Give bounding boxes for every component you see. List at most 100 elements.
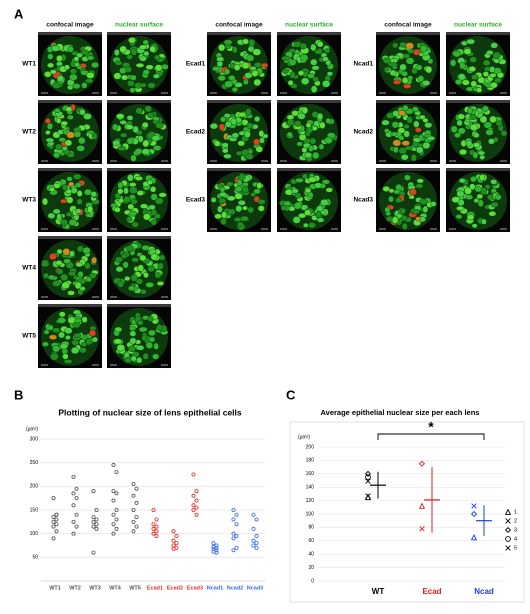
nucleus — [147, 112, 154, 119]
nucleus — [141, 121, 149, 129]
data-point — [231, 507, 236, 512]
nucleus — [66, 176, 73, 182]
nucleus — [82, 246, 91, 255]
microscopy-image — [376, 100, 440, 164]
x-tick-label: Ncad3 — [247, 585, 264, 591]
y-tick-label: 160 — [306, 471, 315, 477]
y-tick-label: 250 — [30, 460, 39, 466]
nucleus — [479, 154, 486, 160]
nucleus — [139, 82, 147, 88]
nucleus — [405, 42, 415, 50]
nucleus — [479, 173, 485, 182]
nucleus — [392, 110, 400, 117]
data-point — [131, 519, 136, 524]
x-tick-label: WT5 — [129, 585, 141, 591]
microscopy-image — [107, 168, 171, 232]
nucleus — [139, 254, 147, 262]
nucleus — [471, 223, 478, 229]
microscopy-image — [277, 100, 341, 164]
nucleus — [161, 63, 169, 70]
data-point — [151, 522, 156, 527]
nucleus — [91, 132, 98, 140]
data-point — [254, 545, 259, 550]
nucleus — [154, 54, 161, 61]
data-point — [111, 463, 116, 468]
data-point — [194, 489, 199, 494]
nucleus — [392, 79, 402, 85]
nucleus — [45, 130, 51, 135]
nucleus — [459, 148, 468, 156]
data-point — [154, 529, 159, 534]
nucleus — [421, 80, 431, 87]
nucleus — [489, 115, 497, 124]
nucleus — [136, 190, 145, 196]
x-tick-label: Ecad2 — [167, 585, 183, 591]
row-label: Ncad3 — [353, 197, 373, 204]
nucleus — [286, 131, 293, 138]
nucleus — [489, 66, 496, 73]
legend-label: 1 — [514, 509, 517, 515]
x-tick-label: WT1 — [49, 585, 61, 591]
nucleus — [490, 179, 498, 185]
nucleus — [157, 262, 164, 270]
nucleus — [114, 60, 123, 66]
nucleus — [300, 77, 310, 85]
microscopy-image — [107, 236, 171, 300]
nucleus — [465, 140, 473, 147]
image-header-bar — [376, 168, 440, 171]
data-point — [111, 531, 116, 536]
nucleus — [219, 186, 226, 193]
nucleus — [315, 211, 322, 218]
nucleus — [494, 194, 502, 201]
nucleus — [220, 116, 227, 123]
nucleus — [226, 208, 236, 216]
nucleus — [400, 208, 406, 214]
data-point — [71, 519, 76, 524]
nucleus — [56, 248, 63, 255]
nucleus — [148, 204, 156, 211]
data-point — [134, 515, 139, 520]
nucleus — [221, 211, 228, 219]
data-point — [134, 524, 139, 529]
microscopy-image — [446, 168, 510, 232]
nucleus — [308, 144, 314, 152]
data-point — [131, 529, 136, 534]
image-header-bar — [376, 32, 440, 35]
nucleus — [470, 176, 477, 183]
nucleus — [116, 344, 126, 352]
nucleus — [127, 345, 136, 352]
image-header-bar — [107, 304, 171, 307]
nucleus — [112, 123, 119, 131]
data-point — [131, 493, 136, 498]
nucleus — [314, 49, 323, 55]
nucleus — [412, 208, 420, 215]
data-point — [234, 545, 239, 550]
nucleus — [409, 188, 417, 196]
nucleus — [294, 192, 302, 199]
nucleus — [143, 272, 149, 279]
nucleus — [238, 173, 246, 181]
nucleus — [78, 136, 86, 145]
nucleus — [242, 205, 248, 211]
y-tick-label: 20 — [308, 565, 314, 571]
microscopy-image — [107, 100, 171, 164]
nucleus — [476, 193, 484, 200]
nucleus — [151, 135, 161, 142]
nucleus — [136, 344, 145, 351]
data-point — [504, 508, 512, 515]
nucleus — [451, 196, 460, 204]
y-tick-label: 180 — [306, 458, 315, 464]
nucleus — [383, 128, 390, 134]
data-point — [74, 496, 79, 501]
nucleus — [52, 345, 61, 353]
nucleus — [234, 192, 243, 200]
image-header-bar — [277, 100, 341, 103]
nucleus — [126, 137, 134, 145]
data-point — [504, 526, 512, 534]
nucleus — [41, 341, 49, 347]
nucleus — [126, 115, 134, 121]
nucleus — [139, 44, 147, 50]
nucleus — [87, 205, 94, 214]
nucleus — [67, 46, 74, 53]
nucleus — [495, 120, 503, 127]
